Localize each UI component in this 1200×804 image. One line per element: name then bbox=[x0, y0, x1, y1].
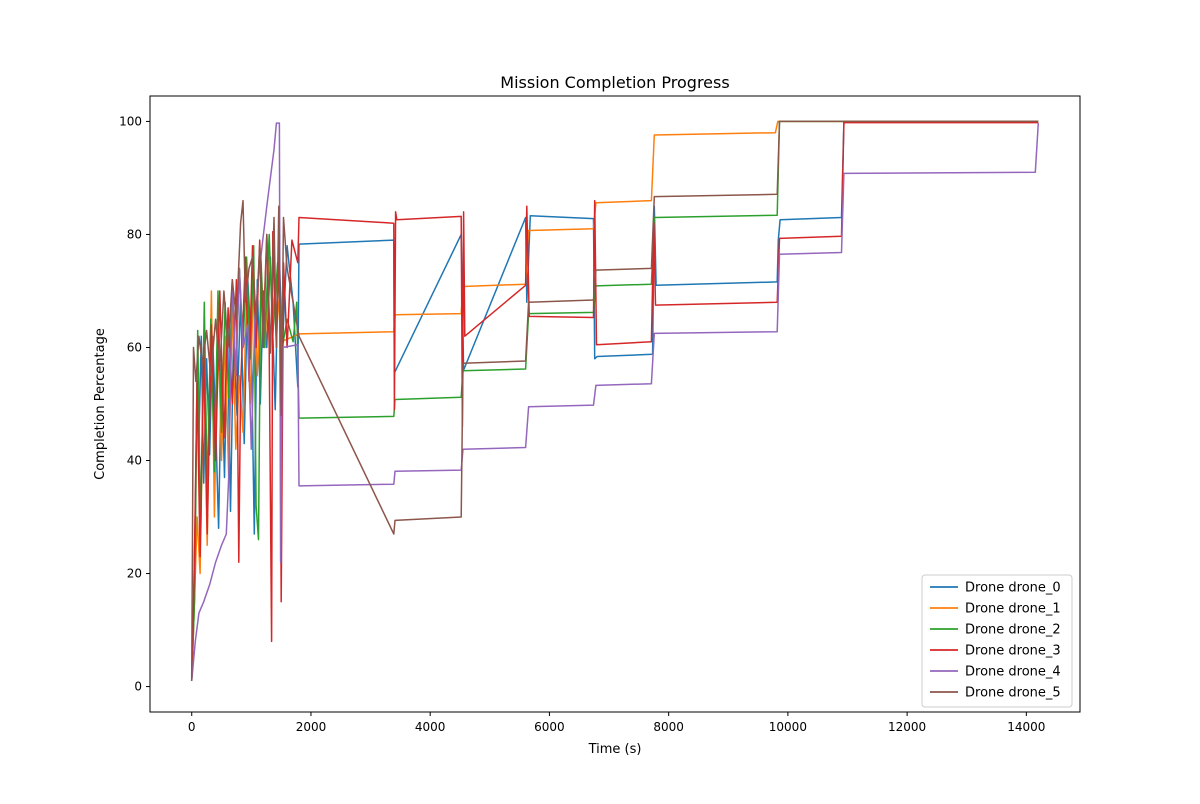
legend-label-4: Drone drone_4 bbox=[965, 665, 1061, 680]
y-tick-label-3: 60 bbox=[127, 340, 142, 354]
x-axis: 0 2000 4000 6000 8000 10000 12000 14000 bbox=[188, 712, 1045, 734]
legend-label-1: Drone drone_1 bbox=[965, 602, 1061, 617]
series-line-2 bbox=[190, 120, 1039, 681]
legend-label-3: Drone drone_3 bbox=[965, 644, 1061, 659]
y-axis: 0 20 40 60 80 100 bbox=[119, 114, 150, 694]
x-axis-label: Time (s) bbox=[588, 742, 642, 757]
plot-area bbox=[149, 95, 1081, 713]
y-tick-label-5: 100 bbox=[119, 114, 142, 128]
y-tick-label-0: 0 bbox=[134, 680, 142, 694]
x-tick-label-5: 10000 bbox=[769, 720, 807, 734]
legend-label-5: Drone drone_5 bbox=[965, 686, 1061, 701]
series-line-0 bbox=[190, 120, 1039, 681]
y-tick-label-1: 20 bbox=[127, 567, 142, 581]
legend-box bbox=[921, 574, 1073, 708]
plot-frame bbox=[149, 95, 1081, 713]
chart-title: Mission Completion Progress bbox=[500, 73, 729, 92]
series-line-5 bbox=[190, 120, 1039, 681]
legend: Drone drone_0 Drone drone_1 Drone drone_2 D… bbox=[921, 574, 1073, 708]
series-line-1 bbox=[190, 120, 1039, 681]
x-tick-label-4: 8000 bbox=[653, 720, 684, 734]
y-axis-label: Completion Percentage bbox=[93, 328, 108, 480]
x-tick-label-6: 12000 bbox=[888, 720, 926, 734]
y-tick-label-2: 40 bbox=[127, 454, 142, 468]
x-tick-label-2: 4000 bbox=[415, 720, 446, 734]
x-tick-label-7: 14000 bbox=[1007, 720, 1045, 734]
series-line-4 bbox=[190, 122, 1040, 681]
series-line-3 bbox=[190, 121, 1039, 681]
y-tick-label-4: 80 bbox=[127, 227, 142, 241]
legend-label-2: Drone drone_2 bbox=[965, 623, 1061, 638]
x-tick-label-1: 2000 bbox=[296, 720, 327, 734]
legend-label-0: Drone drone_0 bbox=[965, 581, 1061, 596]
x-tick-label-0: 0 bbox=[188, 720, 196, 734]
x-tick-label-3: 6000 bbox=[534, 720, 565, 734]
